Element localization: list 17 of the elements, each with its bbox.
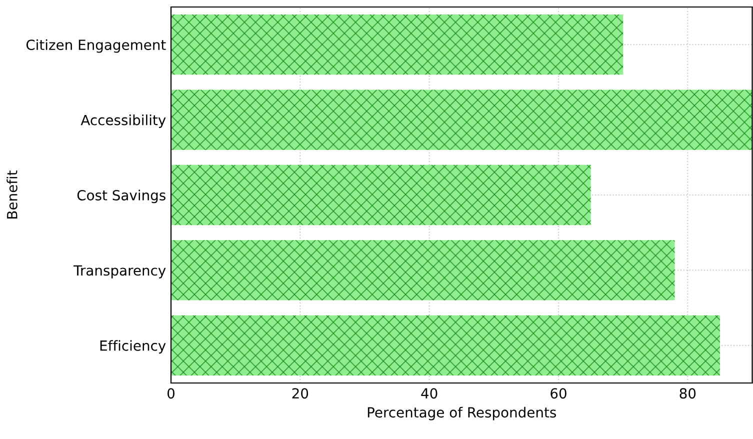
bar — [171, 164, 591, 226]
y-tick-label: Citizen Engagement — [26, 39, 166, 53]
x-tick-label: 60 — [550, 388, 566, 399]
x-tick-label: 80 — [680, 388, 696, 399]
x-tick-label: 40 — [421, 388, 438, 399]
bar — [171, 315, 720, 376]
x-tick-label: 20 — [292, 388, 308, 399]
y-tick-label: Cost Savings — [77, 190, 166, 204]
bar — [171, 14, 624, 75]
y-tick-label: Efficiency — [100, 340, 166, 354]
y-tick-label: Transparency — [73, 265, 166, 278]
x-tick-label: 0 — [167, 388, 174, 399]
bar — [171, 240, 675, 300]
x-axis-title: Percentage of Respondents — [368, 406, 556, 420]
y-axis-title: Benefit — [6, 170, 18, 218]
bar — [171, 90, 752, 150]
y-tick-label: Accessibility — [80, 114, 166, 128]
